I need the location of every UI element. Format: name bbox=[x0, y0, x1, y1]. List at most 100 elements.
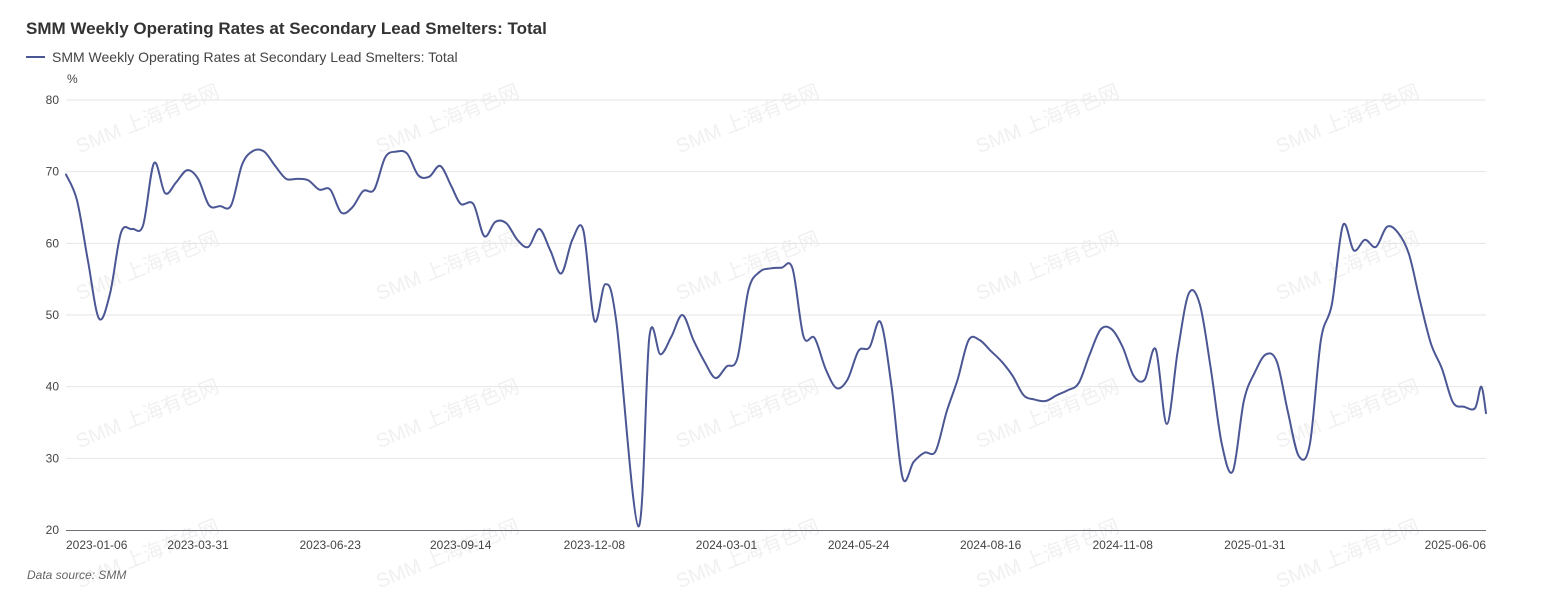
data-point[interactable] bbox=[140, 222, 146, 228]
data-point[interactable] bbox=[1252, 369, 1258, 375]
data-point[interactable] bbox=[1450, 399, 1456, 405]
data-point[interactable] bbox=[1483, 410, 1489, 416]
data-point[interactable] bbox=[1478, 384, 1484, 390]
data-point[interactable] bbox=[525, 244, 531, 250]
data-point[interactable] bbox=[1373, 244, 1379, 250]
data-point[interactable] bbox=[723, 364, 729, 370]
data-point[interactable] bbox=[1098, 326, 1104, 332]
data-point[interactable] bbox=[613, 319, 619, 325]
data-point[interactable] bbox=[404, 151, 410, 157]
data-point[interactable] bbox=[184, 167, 190, 173]
data-point[interactable] bbox=[911, 459, 917, 465]
data-point[interactable] bbox=[514, 237, 520, 243]
data-point[interactable] bbox=[1340, 222, 1346, 228]
data-point[interactable] bbox=[1241, 398, 1247, 404]
data-point[interactable] bbox=[371, 187, 377, 193]
data-point[interactable] bbox=[1197, 301, 1203, 307]
data-point[interactable] bbox=[1362, 237, 1368, 243]
data-point[interactable] bbox=[360, 188, 366, 194]
data-point[interactable] bbox=[1076, 380, 1082, 386]
data-point[interactable] bbox=[129, 226, 135, 232]
data-point[interactable] bbox=[272, 163, 278, 169]
data-point[interactable] bbox=[85, 258, 91, 264]
data-point[interactable] bbox=[294, 176, 300, 182]
data-point[interactable] bbox=[966, 337, 972, 343]
data-point[interactable] bbox=[1175, 348, 1181, 354]
data-point[interactable] bbox=[701, 359, 707, 365]
data-point[interactable] bbox=[1208, 366, 1214, 372]
data-point[interactable] bbox=[1142, 377, 1148, 383]
data-point[interactable] bbox=[812, 335, 818, 341]
data-point[interactable] bbox=[591, 318, 597, 324]
data-point[interactable] bbox=[1021, 392, 1027, 398]
data-point[interactable] bbox=[856, 348, 862, 354]
data-point[interactable] bbox=[503, 220, 509, 226]
data-point[interactable] bbox=[74, 197, 80, 203]
data-point[interactable] bbox=[1032, 397, 1038, 403]
data-point[interactable] bbox=[492, 219, 498, 225]
data-point[interactable] bbox=[217, 203, 223, 209]
data-point[interactable] bbox=[867, 344, 873, 350]
data-point[interactable] bbox=[745, 287, 751, 293]
data-point[interactable] bbox=[1219, 441, 1225, 447]
data-point[interactable] bbox=[1109, 326, 1115, 332]
data-point[interactable] bbox=[173, 179, 179, 185]
series-line[interactable] bbox=[65, 148, 1487, 528]
data-point[interactable] bbox=[316, 187, 322, 193]
data-point[interactable] bbox=[305, 177, 311, 183]
data-point[interactable] bbox=[1120, 344, 1126, 350]
data-point[interactable] bbox=[668, 334, 674, 340]
data-point[interactable] bbox=[338, 210, 344, 216]
data-point[interactable] bbox=[1307, 441, 1313, 447]
data-point[interactable] bbox=[955, 377, 961, 383]
data-point[interactable] bbox=[1230, 468, 1236, 474]
data-point[interactable] bbox=[558, 270, 564, 276]
data-point[interactable] bbox=[569, 237, 575, 243]
data-point[interactable] bbox=[195, 176, 201, 182]
data-point[interactable] bbox=[118, 230, 124, 236]
data-point[interactable] bbox=[63, 172, 69, 178]
data-point[interactable] bbox=[415, 172, 421, 178]
data-point[interactable] bbox=[1406, 251, 1412, 257]
data-point[interactable] bbox=[900, 475, 906, 481]
data-point[interactable] bbox=[1296, 453, 1302, 459]
data-point[interactable] bbox=[536, 226, 542, 232]
data-point[interactable] bbox=[1285, 409, 1291, 415]
data-point[interactable] bbox=[790, 265, 796, 271]
data-point[interactable] bbox=[349, 205, 355, 211]
data-point[interactable] bbox=[1164, 421, 1170, 427]
data-point[interactable] bbox=[162, 190, 168, 196]
data-point[interactable] bbox=[228, 202, 234, 208]
data-point[interactable] bbox=[206, 202, 212, 208]
data-point[interactable] bbox=[944, 409, 950, 415]
data-point[interactable] bbox=[107, 291, 113, 297]
data-point[interactable] bbox=[96, 316, 102, 322]
data-point[interactable] bbox=[988, 348, 994, 354]
data-point[interactable] bbox=[1395, 230, 1401, 236]
data-point[interactable] bbox=[1263, 351, 1269, 357]
data-point[interactable] bbox=[933, 448, 939, 454]
data-point[interactable] bbox=[690, 337, 696, 343]
data-point[interactable] bbox=[458, 201, 464, 207]
data-point[interactable] bbox=[801, 334, 807, 340]
data-point[interactable] bbox=[1384, 224, 1390, 230]
data-point[interactable] bbox=[1351, 248, 1357, 254]
legend[interactable]: SMM Weekly Operating Rates at Secondary … bbox=[26, 49, 458, 65]
data-point[interactable] bbox=[261, 149, 267, 155]
data-point[interactable] bbox=[922, 450, 928, 456]
data-point[interactable] bbox=[1428, 341, 1434, 347]
data-point[interactable] bbox=[1043, 398, 1049, 404]
data-point[interactable] bbox=[1329, 301, 1335, 307]
data-point[interactable] bbox=[437, 163, 443, 169]
data-point[interactable] bbox=[889, 384, 895, 390]
data-point[interactable] bbox=[845, 377, 851, 383]
data-point[interactable] bbox=[646, 334, 652, 340]
data-point[interactable] bbox=[1131, 373, 1137, 379]
data-point[interactable] bbox=[1318, 337, 1324, 343]
data-point[interactable] bbox=[1087, 351, 1093, 357]
data-point[interactable] bbox=[580, 227, 586, 233]
data-point[interactable] bbox=[393, 149, 399, 155]
data-point[interactable] bbox=[481, 233, 487, 239]
data-point[interactable] bbox=[250, 148, 256, 154]
data-point[interactable] bbox=[602, 281, 608, 287]
